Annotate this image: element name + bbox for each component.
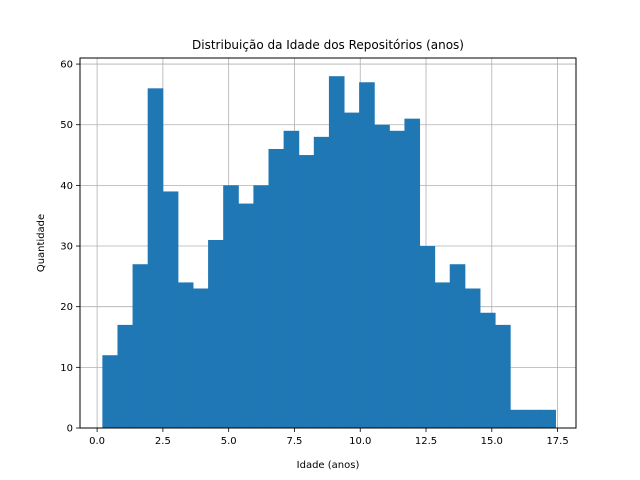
histogram-bar xyxy=(540,409,556,428)
histogram-bar xyxy=(283,130,300,429)
x-axis-label: Idade (anos) xyxy=(297,460,360,471)
y-tick-label: 0 xyxy=(67,424,73,435)
histogram-bar xyxy=(253,185,270,428)
histogram-bar xyxy=(208,239,224,428)
y-tick-label: 30 xyxy=(60,242,73,253)
histogram-bar xyxy=(117,324,134,428)
histogram-bar xyxy=(268,148,285,428)
histogram-bar xyxy=(132,264,149,428)
histogram-bar xyxy=(328,76,345,429)
histogram-bar xyxy=(147,88,164,428)
histogram-bar xyxy=(102,355,118,428)
x-tick-label: 2.5 xyxy=(155,436,171,447)
histogram-bar xyxy=(495,324,511,428)
y-tick-label: 60 xyxy=(60,60,73,71)
x-tick-label: 17.5 xyxy=(546,436,568,447)
histogram-bar xyxy=(313,136,330,428)
x-tick-label: 5.0 xyxy=(221,436,237,447)
histogram-bar xyxy=(359,82,375,428)
histogram-bar xyxy=(374,124,390,428)
x-tick-label: 12.5 xyxy=(415,436,437,447)
y-tick-label: 50 xyxy=(60,120,73,131)
histogram-bar xyxy=(162,191,179,428)
x-axis-ticks: 0.0 2.5 5.0 7.5 10.0 12.5 15.0 17.5 xyxy=(89,428,569,447)
plot-frame xyxy=(79,57,577,429)
histogram-bar xyxy=(404,118,421,429)
histogram-bar xyxy=(434,282,451,428)
y-tick-label: 40 xyxy=(60,181,73,192)
histogram-bar xyxy=(464,288,481,428)
histogram-bar xyxy=(510,409,526,428)
histogram-bar xyxy=(479,312,496,428)
y-tick-label: 10 xyxy=(60,363,73,374)
histogram-bar xyxy=(525,409,541,428)
histogram-bar xyxy=(192,288,209,428)
x-tick-label: 10.0 xyxy=(349,436,371,447)
y-axis-label: Quantidade xyxy=(36,214,47,272)
y-axis-ticks: 0 10 20 30 40 50 60 xyxy=(60,60,80,435)
histogram-bar xyxy=(449,264,466,428)
x-tick-label: 0.0 xyxy=(89,436,105,447)
histogram-bar xyxy=(389,130,405,429)
histogram-bar xyxy=(223,185,239,428)
x-tick-label: 7.5 xyxy=(286,436,302,447)
histogram-bar xyxy=(298,155,315,428)
chart-title: Distribuição da Idade dos Repositórios (… xyxy=(192,38,464,52)
histogram-bar xyxy=(177,282,194,428)
histogram-bar xyxy=(238,203,254,428)
x-tick-label: 15.0 xyxy=(481,436,503,447)
y-tick-label: 20 xyxy=(60,302,73,313)
histogram-bar xyxy=(344,112,360,429)
bars-layer xyxy=(102,76,556,429)
histogram-bar xyxy=(419,246,436,428)
